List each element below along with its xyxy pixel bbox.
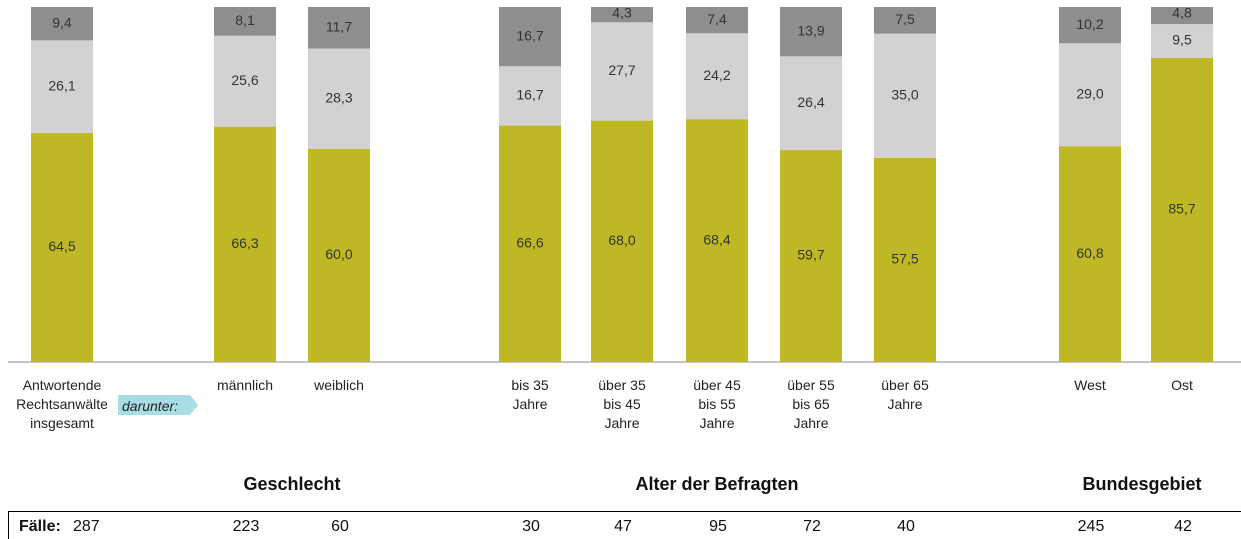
cases-label: Fälle: bbox=[19, 518, 61, 535]
x-tick-label: Antwortende Rechtsanwälte insgesamt bbox=[16, 377, 108, 431]
value-label: 57,5 bbox=[891, 251, 918, 267]
x-tick-label: Ost bbox=[1171, 377, 1193, 393]
bar-segment bbox=[686, 119, 748, 363]
bar-segment bbox=[31, 7, 93, 41]
bar-segment bbox=[1059, 146, 1121, 362]
bar-segment bbox=[591, 22, 653, 121]
value-label: 28,3 bbox=[325, 89, 352, 105]
bar-segment bbox=[874, 7, 936, 34]
value-label: 59,7 bbox=[797, 247, 824, 263]
value-label: 4,8 bbox=[1172, 5, 1192, 21]
group-label: Bundesgebiet bbox=[1082, 474, 1202, 494]
value-label: 85,7 bbox=[1168, 201, 1195, 217]
case-count: 223 bbox=[232, 518, 260, 535]
bar-segment bbox=[780, 7, 842, 57]
x-tick-label: West bbox=[1074, 377, 1106, 393]
bar-segment bbox=[591, 7, 653, 23]
bar-segment bbox=[686, 33, 748, 120]
value-label: 66,6 bbox=[516, 234, 543, 250]
value-label: 68,0 bbox=[608, 232, 635, 248]
group-label: Alter der Befragten bbox=[635, 474, 799, 494]
bar-segment bbox=[1151, 7, 1213, 25]
x-tick-label: über 65 Jahre bbox=[881, 377, 929, 412]
bar-segment bbox=[780, 150, 842, 362]
value-label: 68,4 bbox=[703, 231, 730, 247]
value-label: 25,6 bbox=[231, 72, 258, 88]
value-label: 8,1 bbox=[235, 12, 255, 28]
bar-segment bbox=[1059, 7, 1121, 44]
x-tick-label: über 55 bis 65 Jahre bbox=[787, 377, 835, 431]
value-label: 9,5 bbox=[1172, 32, 1192, 48]
subgroup-label: darunter: bbox=[122, 398, 179, 414]
value-label: 16,7 bbox=[516, 27, 543, 43]
bar-segment bbox=[308, 7, 370, 49]
bar-segment bbox=[308, 48, 370, 149]
value-label: 64,5 bbox=[48, 238, 75, 254]
bar-segment bbox=[591, 120, 653, 362]
bar-segment bbox=[31, 40, 93, 134]
case-count: 42 bbox=[1174, 518, 1192, 535]
value-label: 26,1 bbox=[48, 77, 75, 93]
case-count: 287 bbox=[73, 518, 100, 535]
value-label: 24,2 bbox=[703, 67, 730, 83]
value-label: 35,0 bbox=[891, 86, 918, 102]
value-label: 13,9 bbox=[797, 22, 824, 38]
value-label: 11,7 bbox=[326, 18, 352, 34]
value-label: 60,8 bbox=[1076, 245, 1103, 261]
bar-segment bbox=[214, 126, 276, 362]
subgroup-arrow bbox=[118, 395, 198, 415]
value-label: 16,7 bbox=[516, 87, 543, 103]
bar-segment bbox=[499, 7, 561, 67]
group-label: Geschlecht bbox=[243, 474, 341, 494]
value-label: 66,3 bbox=[231, 235, 258, 251]
bar-segment bbox=[686, 7, 748, 34]
cases-row: Fälle: 287 223 60 30 47 95 72 40 245 42 bbox=[8, 511, 1241, 539]
x-tick-label: weiblich bbox=[314, 377, 364, 393]
x-tick-label: über 35 bis 45 Jahre bbox=[598, 377, 646, 431]
bar-segment bbox=[214, 7, 276, 36]
value-label: 26,4 bbox=[797, 94, 824, 110]
case-count: 40 bbox=[897, 518, 915, 535]
bar-segment bbox=[874, 157, 936, 362]
bar-segment bbox=[1151, 24, 1213, 58]
bar-segment bbox=[780, 56, 842, 151]
value-label: 60,0 bbox=[325, 246, 352, 262]
bar-segment bbox=[499, 66, 561, 126]
x-tick-label: bis 35 Jahre bbox=[511, 377, 549, 412]
bar-segment bbox=[499, 125, 561, 362]
value-label: 29,0 bbox=[1076, 85, 1103, 101]
value-label: 4,3 bbox=[612, 5, 632, 21]
bar-segment bbox=[308, 149, 370, 362]
bar-segment bbox=[1151, 57, 1213, 362]
x-tick-label: über 45 bis 55 Jahre bbox=[693, 377, 741, 431]
bar-segment bbox=[874, 33, 936, 158]
bar-segment bbox=[214, 35, 276, 127]
value-label: 7,4 bbox=[707, 11, 727, 27]
bar-segment bbox=[1059, 43, 1121, 147]
x-tick-label: männlich bbox=[216, 377, 274, 393]
bar-segment bbox=[31, 133, 93, 362]
value-label: 10,2 bbox=[1076, 16, 1103, 32]
value-label: 27,7 bbox=[608, 62, 635, 78]
case-count: 245 bbox=[1077, 518, 1105, 535]
case-count: 60 bbox=[331, 518, 349, 535]
value-label: 7,5 bbox=[895, 11, 915, 27]
value-label: 9,4 bbox=[52, 14, 72, 30]
case-count: 30 bbox=[522, 518, 540, 535]
case-count: 95 bbox=[709, 518, 727, 535]
case-count: 72 bbox=[803, 518, 821, 535]
case-count: 47 bbox=[614, 518, 632, 535]
